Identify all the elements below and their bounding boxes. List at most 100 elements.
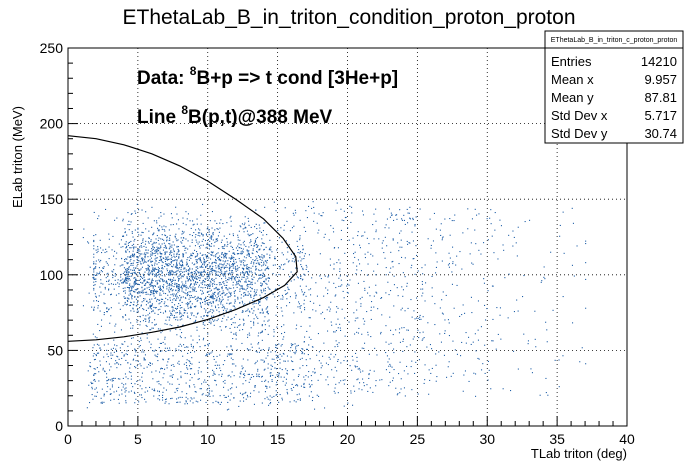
- scatter-point: [257, 246, 259, 248]
- scatter-point: [241, 278, 243, 280]
- scatter-point: [139, 363, 141, 365]
- scatter-point: [352, 359, 354, 361]
- scatter-point: [277, 355, 279, 357]
- scatter-point: [250, 320, 252, 322]
- scatter-point: [152, 246, 154, 248]
- scatter-point: [253, 276, 255, 278]
- scatter-point: [393, 284, 395, 286]
- scatter-point: [137, 360, 139, 362]
- scatter-point: [93, 269, 95, 271]
- scatter-point: [293, 312, 295, 314]
- scatter-point: [141, 257, 143, 259]
- scatter-point: [94, 380, 96, 382]
- scatter-point: [93, 263, 95, 265]
- scatter-point: [178, 279, 180, 281]
- scatter-point: [125, 387, 127, 389]
- scatter-point: [269, 254, 271, 256]
- scatter-point: [192, 347, 194, 349]
- scatter-point: [192, 252, 194, 254]
- scatter-point: [107, 379, 109, 381]
- scatter-point: [210, 303, 212, 305]
- scatter-point: [140, 242, 142, 244]
- scatter-point: [100, 291, 102, 293]
- scatter-point: [143, 284, 145, 286]
- scatter-point: [130, 256, 132, 258]
- scatter-point: [414, 351, 416, 353]
- chart-title: EThetaLab_B_in_triton_condition_proton_p…: [122, 6, 575, 29]
- scatter-point: [202, 244, 204, 246]
- scatter-point: [215, 361, 217, 363]
- scatter-point: [294, 343, 296, 345]
- scatter-point: [333, 331, 335, 333]
- scatter-point: [301, 258, 303, 260]
- scatter-point: [278, 374, 280, 376]
- scatter-point: [510, 390, 512, 392]
- scatter-point: [363, 385, 365, 387]
- scatter-point: [212, 309, 214, 311]
- scatter-point: [477, 300, 479, 302]
- scatter-point: [354, 390, 356, 392]
- scatter-point: [184, 297, 186, 299]
- scatter-point: [197, 232, 199, 234]
- scatter-point: [197, 243, 199, 245]
- scatter-point: [215, 240, 217, 242]
- scatter-point: [174, 236, 176, 238]
- scatter-point: [128, 298, 130, 300]
- scatter-point: [259, 312, 261, 314]
- scatter-point: [189, 386, 191, 388]
- scatter-point: [221, 373, 223, 375]
- scatter-point: [267, 363, 269, 365]
- scatter-point: [261, 325, 263, 327]
- scatter-point: [286, 372, 288, 374]
- scatter-point: [168, 258, 170, 260]
- scatter-point: [210, 268, 212, 270]
- scatter-point: [175, 312, 177, 314]
- scatter-point: [89, 365, 91, 367]
- scatter-point: [125, 353, 127, 355]
- scatter-point: [181, 287, 183, 289]
- scatter-point: [337, 318, 339, 320]
- scatter-point: [144, 359, 146, 361]
- scatter-point: [276, 347, 278, 349]
- scatter-point: [262, 276, 264, 278]
- scatter-point: [100, 247, 102, 249]
- scatter-point: [310, 288, 312, 290]
- scatter-point: [103, 314, 105, 316]
- scatter-point: [156, 257, 158, 259]
- scatter-point: [144, 271, 146, 273]
- scatter-point: [145, 309, 147, 311]
- scatter-point: [92, 398, 94, 400]
- scatter-point: [153, 350, 155, 352]
- scatter-point: [143, 261, 145, 263]
- scatter-point: [234, 302, 236, 304]
- scatter-point: [276, 249, 278, 251]
- scatter-point: [183, 308, 185, 310]
- scatter-point: [125, 282, 127, 284]
- scatter-point: [197, 401, 199, 403]
- scatter-point: [126, 299, 128, 301]
- scatter-point: [241, 311, 243, 313]
- scatter-point: [224, 284, 226, 286]
- scatter-point: [226, 346, 228, 348]
- scatter-point: [126, 258, 128, 260]
- scatter-point: [267, 398, 269, 400]
- scatter-point: [242, 228, 244, 230]
- scatter-point: [223, 394, 225, 396]
- scatter-point: [209, 245, 211, 247]
- scatter-point: [266, 386, 268, 388]
- scatter-point: [135, 278, 137, 280]
- scatter-point: [182, 284, 184, 286]
- scatter-point: [195, 255, 197, 257]
- scatter-point: [435, 266, 437, 268]
- scatter-point: [219, 271, 221, 273]
- scatter-point: [171, 310, 173, 312]
- scatter-point: [275, 210, 277, 212]
- scatter-point: [418, 359, 420, 361]
- scatter-point: [151, 226, 153, 228]
- scatter-point: [585, 278, 587, 280]
- scatter-point: [355, 273, 357, 275]
- scatter-point: [138, 283, 140, 285]
- scatter-point: [297, 399, 299, 401]
- scatter-point: [136, 321, 138, 323]
- scatter-point: [459, 251, 461, 253]
